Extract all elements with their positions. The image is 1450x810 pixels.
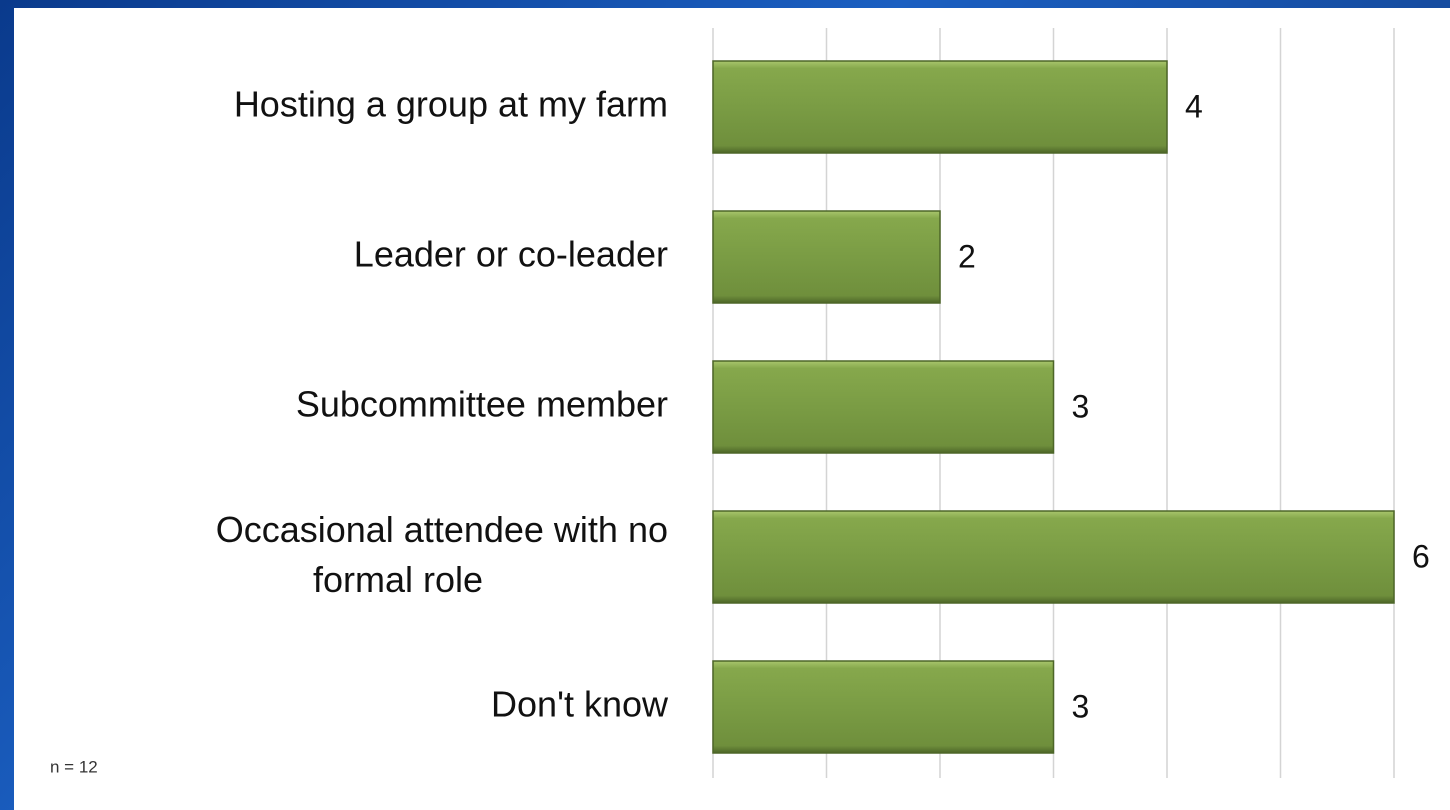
value-label: 4 bbox=[1185, 88, 1203, 124]
category-label: Leader or co-leader bbox=[354, 234, 668, 275]
category-label: Don't know bbox=[491, 684, 669, 725]
value-label: 3 bbox=[1072, 688, 1090, 724]
bar bbox=[712, 510, 1395, 604]
footnote: n = 12 bbox=[50, 757, 98, 776]
value-label: 3 bbox=[1072, 388, 1090, 424]
category-label: Occasional attendee with no formal role bbox=[216, 509, 668, 600]
value-label: 2 bbox=[958, 238, 976, 274]
value-label: 6 bbox=[1412, 538, 1430, 574]
bar bbox=[712, 60, 1168, 154]
bar bbox=[712, 210, 941, 304]
bar bbox=[712, 360, 1055, 454]
marks: Hosting a group at my farm 4 Leader or co-… bbox=[216, 60, 1430, 754]
category-label: Hosting a group at my farm bbox=[234, 84, 668, 125]
bar bbox=[712, 660, 1055, 754]
category-label: Subcommittee member bbox=[296, 384, 668, 425]
